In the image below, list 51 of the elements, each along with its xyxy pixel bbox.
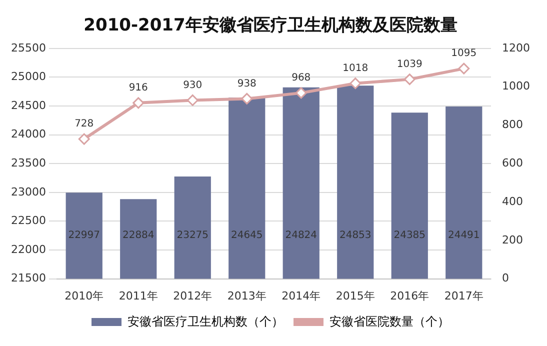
y-tick-label: 21500 [10, 272, 46, 285]
point [350, 78, 362, 90]
data-label: 968 [292, 72, 311, 84]
point [458, 62, 470, 74]
data-label: 938 [237, 78, 256, 90]
point [295, 87, 307, 99]
data-label: 24853 [339, 230, 372, 242]
x-tick-label: 2010年 [64, 289, 104, 302]
x-tick-label: 2015年 [336, 289, 375, 302]
data-label: 24824 [285, 230, 318, 242]
point [186, 94, 198, 106]
y-tick-label: 25000 [10, 70, 46, 84]
y2-tick-label: 400 [502, 194, 524, 208]
point [132, 97, 144, 109]
legend-label: 安徽省医疗卫生机构数（个） [128, 314, 284, 328]
chart-title: 2010-2017年安徽省医疗卫生机构数及医院数量 [84, 16, 458, 36]
data-label: 24385 [394, 230, 426, 242]
x-tick-label: 2012年 [173, 289, 212, 302]
point [78, 133, 90, 145]
point [404, 74, 416, 86]
data-label: 24491 [448, 230, 480, 242]
y-tick-label: 25500 [10, 41, 46, 54]
y-tick-label: 22000 [10, 242, 46, 256]
y2-tick-label: 1200 [502, 41, 530, 54]
y2-tick-label: 600 [502, 156, 524, 170]
data-label: 24645 [230, 230, 263, 242]
x-tick-label: 2014年 [282, 289, 321, 302]
data-label: 930 [183, 80, 202, 91]
y2-tick-label: 0 [502, 272, 510, 285]
y-tick-label: 23500 [10, 156, 46, 170]
data-label: 22997 [68, 230, 100, 242]
y-tick-label: 24000 [10, 128, 46, 141]
x-tick-label: 2011年 [118, 289, 158, 302]
data-label: 22884 [122, 230, 154, 242]
y-tick-label: 24500 [10, 98, 46, 112]
point [241, 92, 253, 104]
legend-label: 安徽省医院数量（个） [330, 314, 450, 328]
y2-tick-label: 1000 [502, 80, 530, 93]
data-label: 1039 [396, 58, 422, 70]
x-tick-label: 2016年 [390, 289, 430, 302]
y-tick-label: 23000 [10, 185, 46, 198]
y2-tick-label: 800 [502, 118, 524, 132]
data-label: 916 [128, 82, 148, 94]
data-label: 728 [74, 118, 94, 130]
y-tick-label: 22500 [10, 214, 46, 228]
data-label: 23275 [176, 230, 209, 242]
x-tick-label: 2013年 [227, 289, 266, 302]
y2-tick-label: 200 [502, 233, 524, 246]
x-tick-label: 2017年 [444, 289, 484, 302]
data-label: 1095 [451, 48, 477, 60]
data-label: 1018 [342, 62, 368, 74]
